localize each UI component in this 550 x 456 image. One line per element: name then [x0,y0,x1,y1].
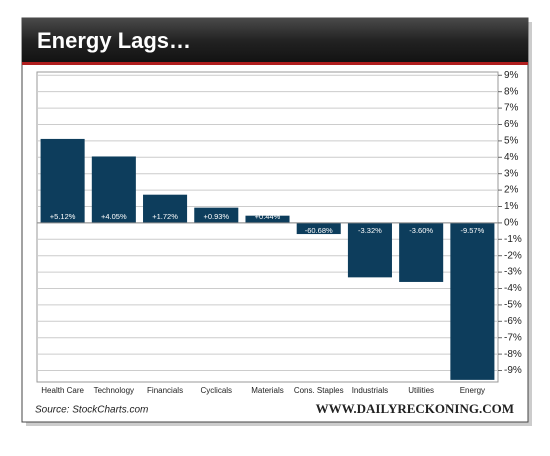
bar [296,222,341,235]
y-tick-label: 2% [504,185,519,196]
y-tick-label: -1% [504,234,522,245]
y-tick-label: -3% [504,267,522,278]
bar [399,222,444,282]
value-label: +0.44% [255,212,281,221]
y-tick-label: 4% [504,152,519,163]
bar [245,215,290,223]
value-label: +5.12% [50,212,76,221]
value-label: -3.60% [409,226,433,235]
value-label: -3.32% [358,226,382,235]
value-label: -60.68% [305,226,333,235]
y-tick-label: -6% [504,316,522,327]
bar [347,222,392,278]
x-tick-label: Financials [147,386,183,395]
y-tick-label: -9% [504,365,522,376]
y-tick-label: -4% [504,283,522,294]
y-tick-label: 1% [504,201,519,212]
y-tick-label: -5% [504,300,522,311]
bar [450,222,495,380]
x-tick-label: Energy [460,386,485,395]
x-tick-label: Cons. Staples [294,386,344,395]
value-label: +0.93% [203,212,229,221]
y-tick-label: 9% [504,70,519,81]
x-tick-label: Health Care [41,386,84,395]
y-tick-label: 8% [504,86,519,97]
x-tick-label: Cyclicals [200,386,232,395]
y-tick-label: 7% [504,103,519,114]
y-tick-label: -7% [504,332,522,343]
value-label: -9.57% [461,226,485,235]
bar [143,194,188,223]
bar [91,156,136,223]
x-tick-label: Utilities [408,386,434,395]
credit: WWW.DAILYRECKONING.COM [316,401,514,416]
y-tick-label: 0% [504,218,519,229]
header-rule [22,62,528,65]
y-tick-label: 5% [504,136,519,147]
x-tick-label: Technology [94,386,134,395]
x-tick-label: Industrials [352,386,388,395]
bar [40,138,85,223]
y-tick-label: -8% [504,349,522,360]
y-tick-label: 6% [504,119,519,130]
bar [194,207,239,223]
y-tick-label: -2% [504,250,522,261]
value-label: +4.05% [101,212,127,221]
chart-title: Energy Lags… [37,28,191,53]
source: Source: StockCharts.com [35,405,148,416]
value-label: +1.72% [152,212,178,221]
y-tick-label: 3% [504,168,519,179]
header [22,18,528,64]
x-tick-label: Materials [251,386,283,395]
